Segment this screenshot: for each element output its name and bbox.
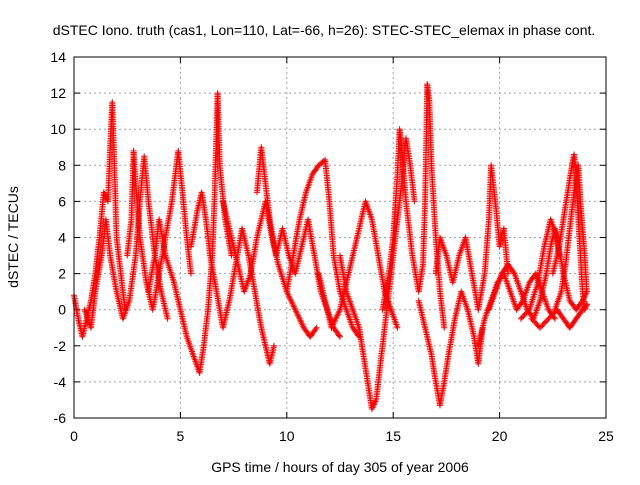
x-tick-label: 25	[598, 428, 614, 444]
data-point	[583, 301, 590, 308]
x-tick-label: 15	[385, 428, 401, 444]
x-tick-label: 5	[177, 428, 185, 444]
y-tick-label: 2	[58, 266, 66, 282]
data-point	[188, 270, 195, 277]
data-point	[271, 342, 278, 349]
y-tick-label: 6	[58, 193, 66, 209]
plot-frame	[73, 56, 607, 419]
data-point	[164, 315, 171, 322]
y-axis-label: dSTEC / TECUs	[5, 186, 21, 288]
data-point	[336, 332, 343, 339]
data-point	[312, 326, 319, 332]
y-tick-label: -4	[54, 374, 67, 390]
data-point	[581, 306, 588, 313]
x-tick-label: 10	[279, 428, 295, 444]
x-axis-label: GPS time / hours of day 305 of year 2006	[211, 459, 469, 475]
x-tick-label: 20	[492, 428, 508, 444]
data-point	[313, 324, 320, 331]
y-tick-label: 14	[50, 49, 66, 65]
data-point	[583, 302, 590, 309]
x-tick-label: 0	[70, 428, 78, 444]
y-tick-label: 8	[58, 157, 66, 173]
y-tick-label: 0	[58, 302, 66, 318]
y-tick-label: -2	[54, 338, 67, 354]
y-tick-label: -6	[54, 410, 67, 426]
data-series-dstec	[71, 81, 590, 412]
data-point	[441, 324, 448, 331]
y-tick-label: 10	[50, 121, 66, 137]
chart-title: dSTEC Iono. truth (cas1, Lon=110, Lat=-6…	[53, 22, 596, 38]
data-point	[411, 198, 418, 205]
data-point	[551, 315, 558, 322]
data-point	[583, 288, 590, 295]
y-tick-label: 4	[58, 230, 66, 246]
data-point	[337, 333, 343, 340]
data-point	[394, 324, 401, 331]
tick-labels: 0 5 10 15 20 25 -6 -4 -2 0 2 4 6 8 10 12 14	[50, 49, 614, 444]
y-tick-label: 12	[50, 85, 66, 101]
